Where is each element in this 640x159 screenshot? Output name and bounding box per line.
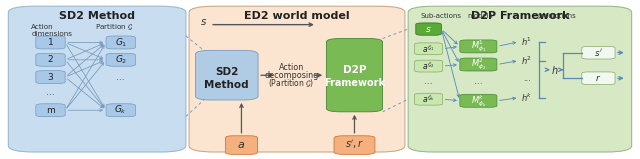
FancyBboxPatch shape [326,38,383,112]
Text: decomposing: decomposing [264,71,318,80]
Text: $s$: $s$ [426,24,432,34]
Text: $G_k$: $G_k$ [115,104,127,117]
FancyBboxPatch shape [106,36,136,49]
Text: Method: Method [204,80,249,90]
Text: Partition $\mathcal{G}$: Partition $\mathcal{G}$ [95,22,134,32]
Text: models: models [467,14,492,19]
FancyBboxPatch shape [189,6,405,152]
Text: $h$: $h$ [551,64,559,76]
Text: 3: 3 [47,73,53,82]
FancyBboxPatch shape [8,6,186,152]
FancyBboxPatch shape [415,93,443,105]
FancyBboxPatch shape [36,36,65,49]
Text: Action
dimensions: Action dimensions [31,24,72,37]
Text: $a$: $a$ [237,140,246,150]
Text: D2P Framework: D2P Framework [470,11,569,21]
Text: $G_2$: $G_2$ [115,54,127,66]
FancyBboxPatch shape [334,136,375,154]
Text: ...: ... [46,88,55,97]
Text: $s'$: $s'$ [594,47,603,58]
FancyBboxPatch shape [225,136,257,154]
FancyBboxPatch shape [36,71,65,84]
Text: ED2 world model: ED2 world model [244,11,350,21]
Text: $a^{\mathcal{G}_k}$: $a^{\mathcal{G}_k}$ [422,93,435,105]
Text: $h^2$: $h^2$ [522,54,532,67]
Text: Action: Action [278,63,304,72]
Text: m: m [46,106,55,115]
Text: $h^k$: $h^k$ [521,91,532,104]
FancyBboxPatch shape [460,58,497,71]
FancyBboxPatch shape [106,53,136,66]
Text: 1: 1 [47,38,53,47]
FancyBboxPatch shape [460,94,497,107]
FancyBboxPatch shape [195,50,258,100]
FancyBboxPatch shape [36,53,65,66]
Text: 2: 2 [48,55,53,64]
Text: $G_1$: $G_1$ [115,36,127,49]
Text: predictions: predictions [537,14,575,19]
FancyBboxPatch shape [415,43,443,55]
Text: $r$: $r$ [595,73,602,83]
FancyBboxPatch shape [36,104,65,117]
Text: SD2: SD2 [215,67,239,77]
Text: D2P: D2P [343,65,366,75]
FancyBboxPatch shape [460,40,497,53]
Text: $s', r$: $s', r$ [345,139,364,151]
Text: $h^1$: $h^1$ [522,35,532,48]
FancyBboxPatch shape [415,60,443,72]
FancyBboxPatch shape [582,46,615,59]
Text: ...: ... [474,77,483,86]
FancyBboxPatch shape [416,23,442,35]
Text: $a^{\mathcal{G}_2}$: $a^{\mathcal{G}_2}$ [422,60,435,72]
FancyBboxPatch shape [106,104,136,117]
Text: ...: ... [116,73,125,82]
Text: Framework: Framework [324,78,385,88]
Text: Sub-actions: Sub-actions [421,14,462,19]
Text: SD2 Method: SD2 Method [59,11,135,21]
Text: $M^1_{\phi_1}$: $M^1_{\phi_1}$ [471,39,486,54]
Text: $s$: $s$ [200,17,207,28]
Text: $M^2_{\phi_2}$: $M^2_{\phi_2}$ [470,57,486,72]
Text: (Partition $\mathcal{G}$): (Partition $\mathcal{G}$) [268,77,314,89]
Text: $M^k_{\phi_k}$: $M^k_{\phi_k}$ [470,93,486,109]
FancyBboxPatch shape [408,6,632,152]
FancyBboxPatch shape [582,72,615,85]
Text: ...: ... [523,74,531,83]
Text: $a^{\mathcal{G}_1}$: $a^{\mathcal{G}_1}$ [422,43,435,55]
Text: ...: ... [424,77,433,86]
